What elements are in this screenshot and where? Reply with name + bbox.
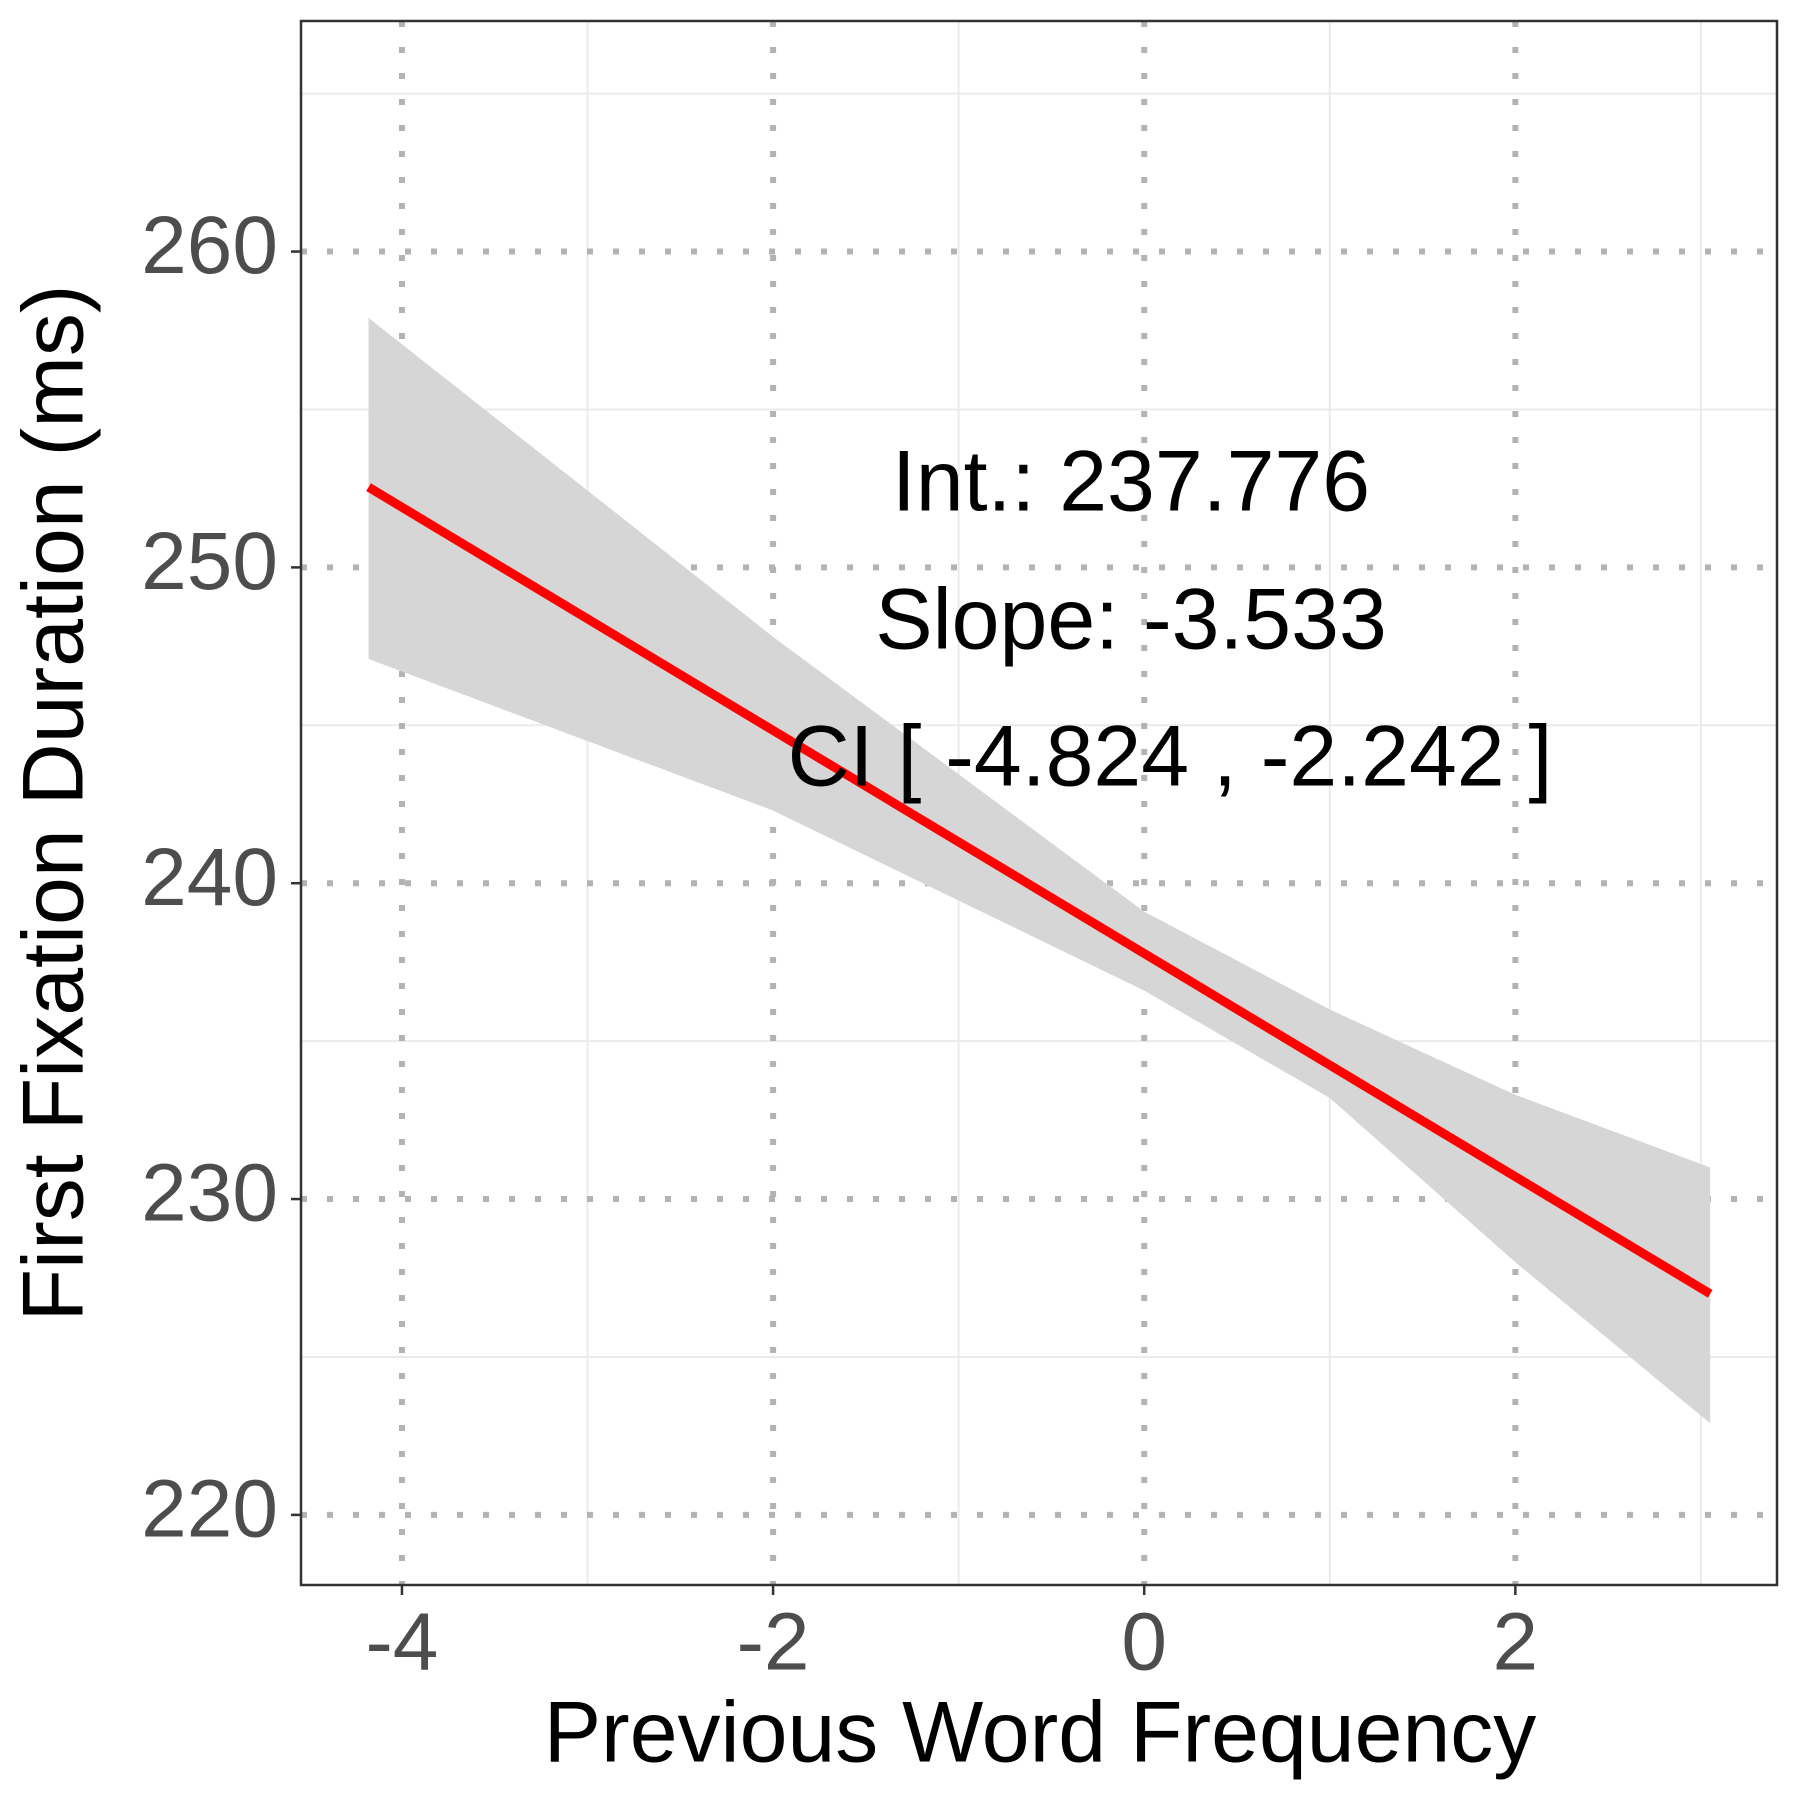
- annotation: Int.: 237.776: [892, 434, 1370, 530]
- y-tick-label: 260: [141, 200, 278, 291]
- y-tick-label: 240: [141, 832, 278, 923]
- x-axis-title: Previous Word Frequency: [544, 1685, 1537, 1781]
- x-tick-label: -4: [365, 1597, 438, 1688]
- y-axis-title: First Fixation Duration (ms): [6, 285, 102, 1322]
- x-tick-label: 0: [1121, 1597, 1167, 1688]
- x-tick-label: -2: [737, 1597, 810, 1688]
- annotation: CI [ -4.824 , -2.242 ]: [788, 709, 1553, 805]
- plot-area: [301, 21, 1777, 1585]
- panel-border: [299, 19, 1779, 1587]
- confidence-band: [368, 317, 1711, 1424]
- fit-line: [366, 483, 1713, 1298]
- y-tick-label: 220: [141, 1464, 278, 1555]
- y-tick-label: 230: [141, 1148, 278, 1239]
- annotation: Slope: -3.533: [875, 572, 1387, 668]
- x-tick-label: 2: [1493, 1597, 1539, 1688]
- y-tick-label: 250: [141, 516, 278, 607]
